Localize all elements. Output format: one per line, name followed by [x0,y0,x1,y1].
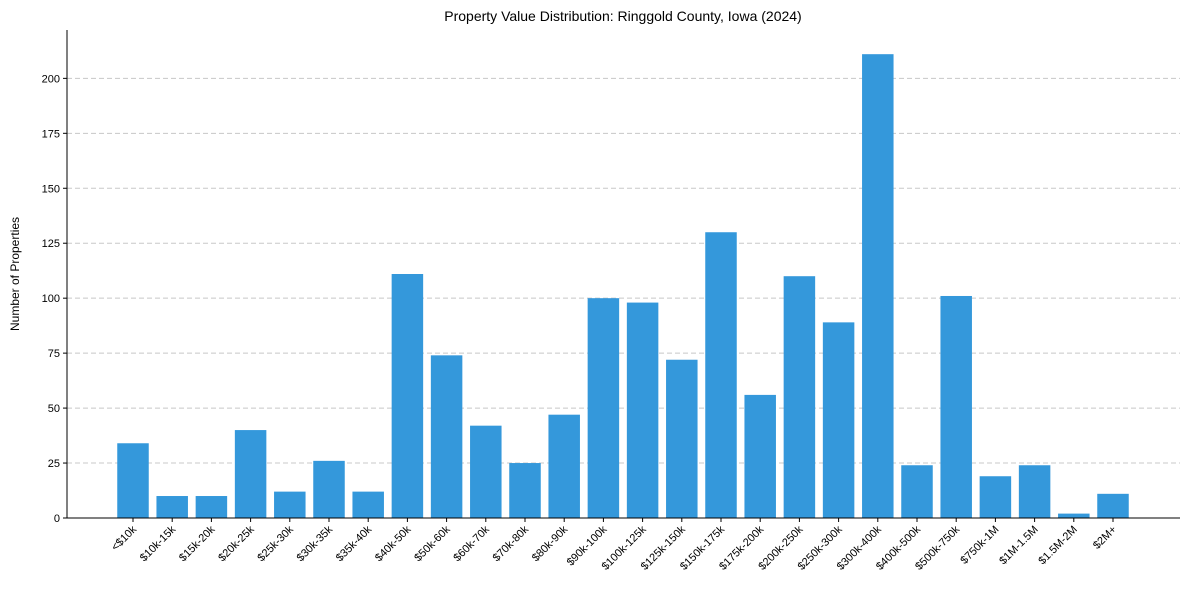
bar [783,276,816,518]
bar [940,295,972,518]
y-tick-label: 75 [48,348,60,360]
x-tick-label: <$10k [109,523,139,553]
bar [274,491,306,518]
bar [117,443,149,518]
bar [234,430,267,518]
bar [901,465,933,518]
bar [744,394,776,518]
x-tick-label: $30k-35k [295,523,336,564]
bar [470,425,502,518]
y-axis-ticks: 0 25 50 75 100 125 150 175 200 [42,73,67,525]
x-tick-label: $40k-50k [373,523,414,564]
gridlines [67,77,1180,464]
x-tick-label: $70k-80k [491,523,532,564]
y-tick-label: 125 [42,238,60,250]
y-tick-label: 25 [48,458,60,470]
bar [1018,465,1051,518]
x-tick-label: $2M+ [1091,524,1119,552]
bar [822,322,855,518]
bars [117,54,1129,519]
y-tick-label: 200 [42,73,60,85]
x-tick-label: $1.5M-2M [1036,524,1080,568]
chart-title: Property Value Distribution: Ringgold Co… [444,8,801,24]
bar [156,496,188,518]
y-tick-label: 100 [42,293,60,305]
y-tick-label: 50 [48,403,60,415]
x-tick-label: $50k-60k [412,523,453,564]
bar [1058,513,1090,518]
bar [548,414,580,518]
bar [587,298,620,518]
x-tick-label: $10k-15k [138,523,179,564]
x-tick-label: $1M-1.5M [997,524,1041,568]
bar [313,460,345,518]
bar [979,476,1012,518]
bar [352,491,384,518]
bar [195,496,228,518]
y-tick-label: 175 [42,128,60,140]
x-axis-ticks: <$10k$10k-15k$15k-20k$20k-25k$25k-30k$30… [109,518,1119,573]
bar [626,302,659,518]
y-tick-label: 150 [42,183,60,195]
x-tick-label: $25k-30k [255,523,296,564]
x-tick-label: $15k-20k [177,523,218,564]
bar [509,463,541,518]
bar [430,355,463,518]
x-tick-label: $80k-90k [530,523,571,564]
bar [666,359,698,518]
x-tick-label: $750k-1M [958,524,1001,567]
bar [1097,493,1129,518]
bar [862,54,894,519]
bar [705,232,737,518]
x-tick-label: $20k-25k [216,523,257,564]
x-tick-label: $35k-40k [334,523,375,564]
y-tick-label: 0 [54,513,60,525]
y-axis-label: Number of Properties [8,217,22,331]
x-tick-label: $60k-70k [451,523,492,564]
bar [391,274,424,518]
